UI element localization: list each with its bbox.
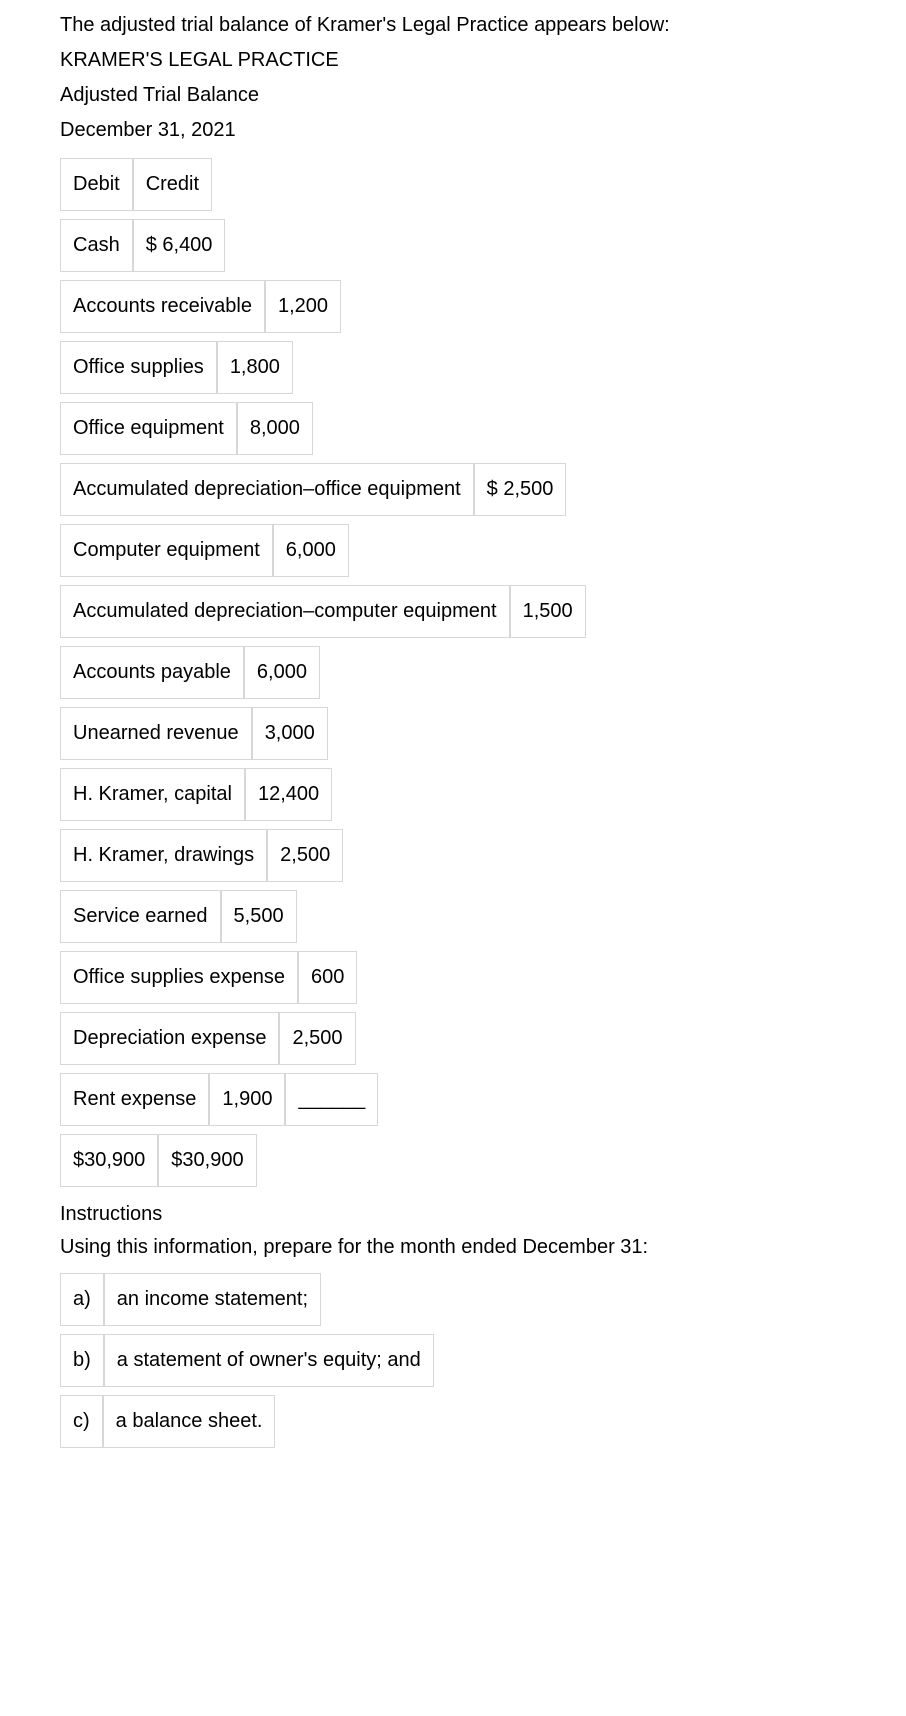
instructions-text: Using this information, prepare for the … <box>60 1232 846 1263</box>
table-row: Office supplies 1,800 <box>60 341 846 394</box>
account-name: Accumulated depreciation–office equipmen… <box>60 463 474 516</box>
account-value: 12,400 <box>245 768 332 821</box>
table-row: H. Kramer, drawings 2,500 <box>60 829 846 882</box>
account-value: 6,000 <box>273 524 349 577</box>
account-name: Accumulated depreciation–computer equipm… <box>60 585 510 638</box>
account-name: Office equipment <box>60 402 237 455</box>
account-value: $ 2,500 <box>474 463 567 516</box>
instruction-text-c: a balance sheet. <box>103 1395 276 1448</box>
account-name: Accounts receivable <box>60 280 265 333</box>
instruction-label-b: b) <box>60 1334 104 1387</box>
table-row: Cash $ 6,400 <box>60 219 846 272</box>
account-value: $ 6,400 <box>133 219 226 272</box>
account-value: 8,000 <box>237 402 313 455</box>
account-value: 6,000 <box>244 646 320 699</box>
table-totals-row: $30,900 $30,900 <box>60 1134 846 1187</box>
instruction-text-a: an income statement; <box>104 1273 321 1326</box>
trial-balance-table: Debit Credit Cash $ 6,400 Accounts recei… <box>60 158 846 1187</box>
header-credit: Credit <box>133 158 212 211</box>
account-name: Service earned <box>60 890 221 943</box>
account-name: Rent expense <box>60 1073 209 1126</box>
instructions-heading: Instructions <box>60 1199 846 1230</box>
account-name: Computer equipment <box>60 524 273 577</box>
table-row: Accounts payable 6,000 <box>60 646 846 699</box>
account-name: Unearned revenue <box>60 707 252 760</box>
table-row: Rent expense 1,900 ______ <box>60 1073 846 1126</box>
account-value: 600 <box>298 951 357 1004</box>
account-name: Office supplies expense <box>60 951 298 1004</box>
account-name: Office supplies <box>60 341 217 394</box>
total-credit: $30,900 <box>158 1134 256 1187</box>
account-name: H. Kramer, drawings <box>60 829 267 882</box>
table-header-row: Debit Credit <box>60 158 846 211</box>
account-value: 1,800 <box>217 341 293 394</box>
total-debit: $30,900 <box>60 1134 158 1187</box>
table-row: Accumulated depreciation–office equipmen… <box>60 463 846 516</box>
account-value: 1,200 <box>265 280 341 333</box>
table-row: Accumulated depreciation–computer equipm… <box>60 585 846 638</box>
account-name: Accounts payable <box>60 646 244 699</box>
account-name: H. Kramer, capital <box>60 768 245 821</box>
header-debit: Debit <box>60 158 133 211</box>
table-row: Computer equipment 6,000 <box>60 524 846 577</box>
table-row: Office supplies expense 600 <box>60 951 846 1004</box>
account-name: Cash <box>60 219 133 272</box>
account-value: 3,000 <box>252 707 328 760</box>
blank-cell: ______ <box>285 1073 378 1126</box>
account-name: Depreciation expense <box>60 1012 279 1065</box>
instruction-label-c: c) <box>60 1395 103 1448</box>
account-value: 5,500 <box>221 890 297 943</box>
table-row: Accounts receivable 1,200 <box>60 280 846 333</box>
instruction-item: b) a statement of owner's equity; and <box>60 1334 846 1387</box>
instructions-block: Instructions Using this information, pre… <box>60 1199 846 1448</box>
account-value: 2,500 <box>267 829 343 882</box>
table-row: Depreciation expense 2,500 <box>60 1012 846 1065</box>
intro-block: The adjusted trial balance of Kramer's L… <box>60 10 846 146</box>
instruction-item: c) a balance sheet. <box>60 1395 846 1448</box>
table-row: Office equipment 8,000 <box>60 402 846 455</box>
account-value: 2,500 <box>279 1012 355 1065</box>
account-value: 1,500 <box>510 585 586 638</box>
table-row: Service earned 5,500 <box>60 890 846 943</box>
intro-line-2: KRAMER'S LEGAL PRACTICE <box>60 45 846 76</box>
intro-line-1: The adjusted trial balance of Kramer's L… <box>60 10 846 41</box>
table-row: H. Kramer, capital 12,400 <box>60 768 846 821</box>
table-row: Unearned revenue 3,000 <box>60 707 846 760</box>
intro-line-4: December 31, 2021 <box>60 115 846 146</box>
instruction-label-a: a) <box>60 1273 104 1326</box>
intro-line-3: Adjusted Trial Balance <box>60 80 846 111</box>
instruction-text-b: a statement of owner's equity; and <box>104 1334 434 1387</box>
account-value: 1,900 <box>209 1073 285 1126</box>
instruction-item: a) an income statement; <box>60 1273 846 1326</box>
